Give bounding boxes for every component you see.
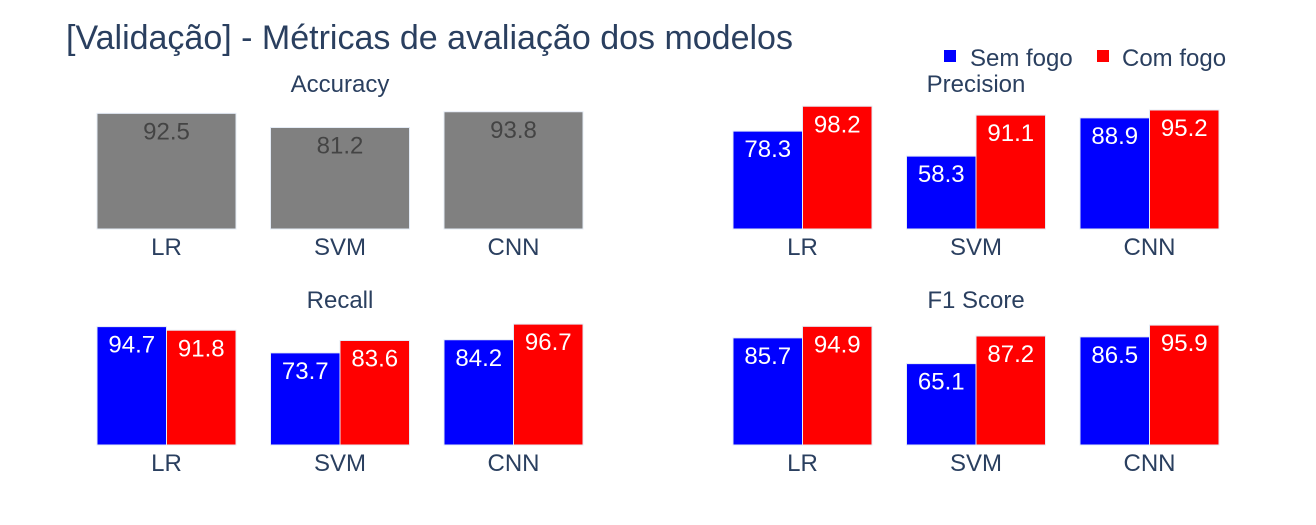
bar <box>270 127 410 230</box>
legend-label-sem-fogo[interactable]: Sem fogo <box>970 45 1073 72</box>
legend-label-com-fogo[interactable]: Com fogo <box>1122 45 1226 72</box>
data-label: 73.7 <box>282 358 329 385</box>
x-tick-label: CNN <box>488 450 540 477</box>
subplot-f1-score: F1 Score 85.7 94.9 LR 65.1 87.2 SVM 86.5 95.9 CNN <box>732 287 1220 477</box>
bar <box>96 326 167 446</box>
legend: Sem fogo Com fogo <box>944 45 1226 72</box>
bar <box>96 112 237 230</box>
bar <box>339 340 410 446</box>
data-label: 84.2 <box>455 345 502 372</box>
bar <box>443 339 514 446</box>
bar <box>906 363 977 446</box>
data-label: 65.1 <box>918 369 965 396</box>
bar <box>732 337 803 446</box>
legend-swatch-sem-fogo[interactable] <box>944 50 956 62</box>
data-label: 91.8 <box>178 335 225 362</box>
bar <box>270 352 341 446</box>
x-tick-label: SVM <box>314 450 366 477</box>
x-tick-label: LR <box>787 234 818 261</box>
bar <box>975 114 1046 230</box>
figure-title: [Validação] - Métricas de avaliação dos … <box>66 19 793 57</box>
data-label: 95.9 <box>1161 330 1208 357</box>
data-label: 86.5 <box>1091 342 1138 369</box>
data-label: 78.3 <box>744 136 791 163</box>
data-label: 92.5 <box>143 118 190 145</box>
bar <box>975 335 1046 446</box>
bar <box>1149 109 1220 230</box>
x-tick-label: CNN <box>1124 234 1176 261</box>
data-label: 81.2 <box>317 133 364 160</box>
subplot-title: Precision <box>927 71 1026 98</box>
bar <box>802 105 873 230</box>
bar <box>906 155 977 230</box>
data-label: 85.7 <box>744 343 791 370</box>
x-tick-label: CNN <box>488 234 540 261</box>
bar <box>443 111 584 230</box>
x-tick-label: LR <box>151 234 182 261</box>
data-label: 83.6 <box>351 346 398 373</box>
x-tick-label: LR <box>151 450 182 477</box>
bar <box>1079 117 1150 230</box>
subplot-title: F1 Score <box>927 287 1024 314</box>
bar <box>1149 324 1220 446</box>
data-label: 94.7 <box>108 332 155 359</box>
subplots: Accuracy 92.5 LR 81.2 SVM 93.8 CNN Precision 78.… <box>96 71 1220 477</box>
subplot-title: Accuracy <box>291 71 390 98</box>
x-tick-label: CNN <box>1124 450 1176 477</box>
data-label: 95.2 <box>1161 115 1208 142</box>
data-label: 98.2 <box>814 111 861 138</box>
data-label: 91.1 <box>987 120 1034 147</box>
subplot-accuracy: Accuracy 92.5 LR 81.2 SVM 93.8 CNN <box>96 71 584 261</box>
x-tick-label: LR <box>787 450 818 477</box>
bar <box>1079 336 1150 446</box>
subplot-title: Recall <box>307 287 374 314</box>
bar <box>166 329 237 446</box>
legend-swatch-com-fogo[interactable] <box>1097 50 1109 62</box>
bar <box>732 130 803 230</box>
data-label: 58.3 <box>918 161 965 188</box>
data-label: 88.9 <box>1091 123 1138 150</box>
bar <box>513 323 584 446</box>
x-tick-label: SVM <box>314 234 366 261</box>
data-label: 96.7 <box>525 329 572 356</box>
subplot-precision: Precision 78.3 98.2 LR 58.3 91.1 SVM 88.9 95.2 CN… <box>732 71 1220 261</box>
x-tick-label: SVM <box>950 450 1002 477</box>
x-tick-label: SVM <box>950 234 1002 261</box>
bar <box>802 325 873 446</box>
data-label: 93.8 <box>490 117 537 144</box>
data-label: 87.2 <box>987 341 1034 368</box>
subplot-recall: Recall 94.7 91.8 LR 73.7 83.6 SVM 84.2 96.7 CNN <box>96 287 584 477</box>
data-label: 94.9 <box>814 331 861 358</box>
